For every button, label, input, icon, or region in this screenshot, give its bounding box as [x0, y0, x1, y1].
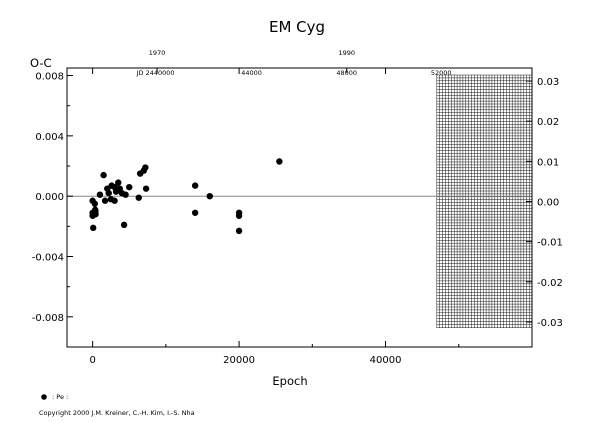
data-point	[235, 212, 243, 219]
data-point	[96, 191, 104, 198]
y-tick-label: -0.004	[32, 253, 64, 264]
right-y-tick-label: 0.03	[537, 77, 559, 88]
right-y-tick-label: -0.02	[537, 278, 563, 289]
right-y-tick-label: 0.00	[537, 198, 559, 209]
grid-region	[436, 74, 532, 328]
data-point	[122, 191, 129, 198]
data-point	[191, 209, 199, 216]
year-tick-label: 1970	[149, 49, 166, 57]
data-point	[91, 200, 99, 207]
x-axis-label: Epoch	[272, 374, 307, 388]
data-point	[90, 224, 97, 232]
data-point	[100, 171, 107, 179]
data-point	[115, 179, 122, 186]
legend-label: : Pe :	[52, 393, 68, 401]
right-y-tick-label: -0.01	[537, 238, 563, 249]
jd-tick-label: JD 2440000	[136, 69, 175, 77]
right-y-tick-label: -0.03	[537, 318, 563, 329]
data-point	[135, 194, 142, 201]
data-point	[111, 197, 118, 204]
y-tick-label: -0.008	[32, 313, 64, 324]
y-tick-label: 0.008	[35, 72, 64, 83]
plot-frame	[66, 67, 533, 348]
y-tick-label: 0.004	[35, 132, 64, 143]
x-tick-label: 20000	[223, 355, 255, 366]
right-y-tick-label: 0.01	[537, 157, 559, 168]
x-tick-label: 0	[89, 355, 95, 366]
data-point	[92, 211, 99, 218]
right-y-tick-label: 0.02	[537, 117, 559, 128]
chart-title: EM Cyg	[269, 18, 325, 36]
y-axis-label: O-C	[30, 56, 52, 70]
copyright-text: Copyright 2000 J.M. Kreiner, C.-H. Kim, …	[39, 409, 195, 417]
data-point	[235, 227, 243, 235]
data-point	[206, 192, 213, 200]
data-point	[120, 221, 128, 229]
data-point	[191, 182, 199, 189]
data-point	[105, 189, 112, 197]
jd-tick-label: 52000	[431, 69, 452, 77]
jd-tick-label: 48000	[336, 69, 357, 77]
data-point	[142, 185, 150, 192]
year-tick-label: 1990	[338, 49, 355, 57]
data-point	[101, 197, 109, 204]
data-point	[126, 183, 133, 191]
data-point	[142, 164, 149, 171]
x-tick-label: 40000	[370, 355, 402, 366]
y-tick-label: 0.000	[35, 192, 64, 203]
data-series	[89, 158, 283, 235]
jd-tick-label: 44000	[241, 69, 262, 77]
legend-marker	[41, 394, 47, 400]
data-point	[276, 158, 283, 165]
